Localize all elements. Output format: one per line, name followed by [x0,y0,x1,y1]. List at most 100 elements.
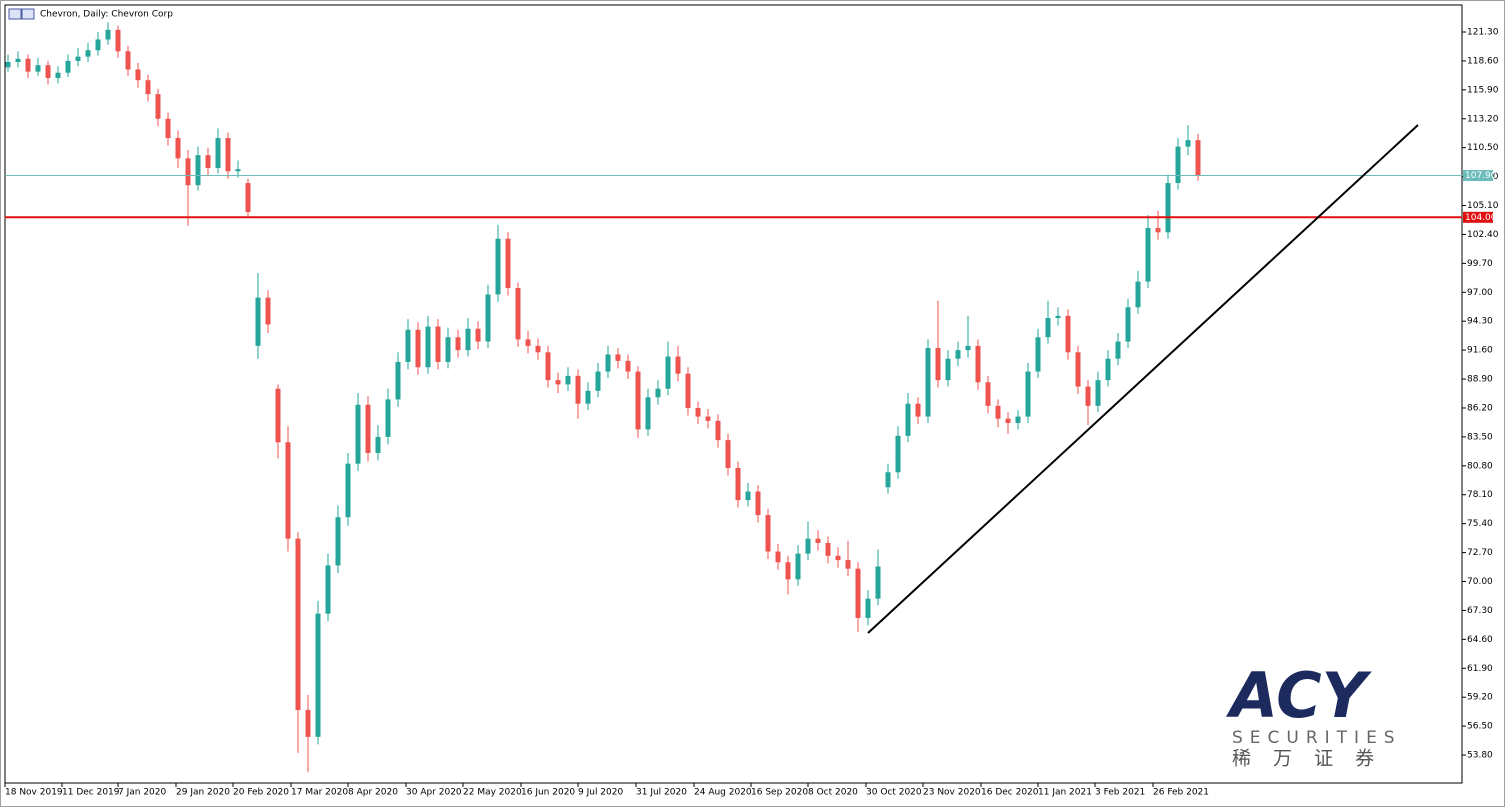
candle-body [155,94,161,119]
candle-body [345,463,351,518]
candle-body [795,553,801,580]
x-tick-label: 31 Jul 2020 [636,788,687,798]
candle-body [525,339,531,346]
candle-body [855,568,861,618]
y-tick-label: 56.50 [1467,722,1493,732]
candle-body [205,155,211,169]
candle-body [185,158,191,186]
logo-name: ACY [1225,659,1373,732]
candle-body [45,65,51,79]
candle-body [55,72,61,79]
candle-body [265,297,271,325]
candle-body [1165,183,1171,233]
candle-body [995,405,1001,419]
candle-body [1035,337,1041,372]
candle-body [75,56,81,61]
candle-body [735,467,741,501]
candle-body [555,380,561,385]
candle-body [35,65,41,72]
candle-body [475,328,481,342]
candle-body [625,360,631,372]
candle-body [505,238,511,289]
candle-body [585,390,591,404]
y-tick-label: 88.90 [1467,375,1493,385]
x-tick-label: 11 Jan 2021 [1038,788,1092,798]
candle-body [1185,140,1191,147]
logo-subtitle: SECURITIES [1232,728,1402,748]
candle-body [845,560,851,569]
x-tick-label: 8 Oct 2020 [808,788,858,798]
y-tick-label: 86.20 [1467,403,1493,413]
candle-body [255,297,261,346]
y-tick-label: 64.60 [1467,635,1493,645]
candle-body [685,373,691,408]
y-tick-label: 113.20 [1467,114,1499,124]
candle-body [875,566,881,599]
candle-body [635,371,641,430]
candle-body [365,404,371,453]
candle-body [125,51,131,70]
price-label-box [1463,211,1493,223]
y-tick-label: 121.30 [1467,27,1499,37]
logo: ACY SECURITIES 稀 万 证 券 [1225,659,1402,769]
candle-body [615,354,621,361]
x-tick-label: 29 Jan 2020 [176,788,230,798]
candle-body [1075,352,1081,387]
title-icon [8,8,35,20]
candle-body [105,29,111,40]
candle-body [295,538,301,711]
candle-body [245,183,251,212]
y-tick-label: 91.60 [1467,346,1493,356]
candle-body [315,613,321,737]
candle-body [455,337,461,351]
x-tick-label: 16 Jun 2020 [521,788,575,798]
candle-body [955,350,961,359]
candle-body [85,50,91,57]
candle-body [175,138,181,159]
candle-body [425,326,431,368]
chart-title: Chevron, Daily: Chevron Corp [40,10,173,20]
candle-body [695,407,701,417]
candle-body [495,238,501,295]
candle-body [15,58,21,62]
candle-body [1085,386,1091,406]
y-tick-label: 59.20 [1467,693,1493,703]
x-tick-label: 20 Feb 2020 [233,788,289,798]
candle-body [415,329,421,368]
candle-body [225,138,231,172]
candle-body [435,326,441,362]
candle-body [235,169,241,172]
candle-body [5,61,11,68]
candle-body [95,39,101,51]
candle-body [135,69,141,81]
y-tick-label: 115.90 [1467,85,1499,95]
candle-body [675,356,681,374]
y-tick-label: 67.30 [1467,606,1493,616]
x-tick-label: 17 Mar 2020 [291,788,348,798]
candle-body [775,551,781,563]
candle-body [1125,307,1131,342]
candle-body [765,515,771,552]
trendline [867,124,1419,634]
y-tick-label: 80.80 [1467,461,1493,471]
candle-body [805,538,811,554]
candle-body [755,491,761,516]
plot-border [4,4,1463,784]
y-tick-label: 61.90 [1467,664,1493,674]
candle-body [275,388,281,443]
y-tick-label: 75.40 [1467,519,1493,529]
x-tick-label: 16 Sep 2020 [751,788,808,798]
candle-body [335,517,341,566]
candle-body [885,472,891,488]
x-tick-label: 8 Apr 2020 [348,788,398,798]
candle-body [1045,317,1051,338]
y-tick-label: 72.70 [1467,548,1493,558]
candle-body [725,440,731,468]
candle-body [65,60,71,73]
candle-body [815,538,821,543]
price-label: 107.90 [1465,171,1497,181]
x-tick-label: 23 Nov 2020 [923,788,981,798]
candle-body [935,347,941,381]
candle-body [825,542,831,556]
